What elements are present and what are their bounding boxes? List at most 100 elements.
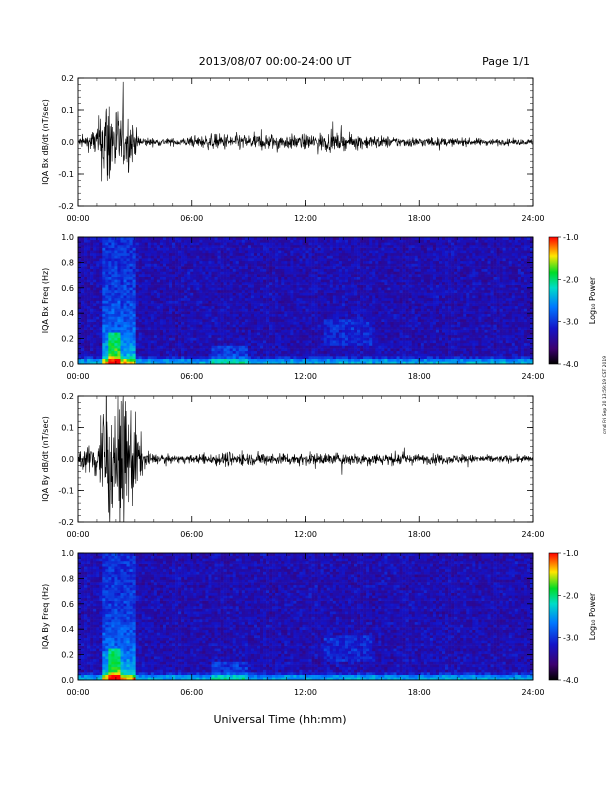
spectrogram-cell: [324, 298, 327, 301]
spectrogram-cell: [442, 319, 445, 322]
spectrogram-cell: [406, 285, 409, 288]
spectrogram-cell: [84, 348, 87, 351]
spectrogram-cell: [384, 338, 387, 341]
spectrogram-cell: [205, 356, 208, 359]
spectrogram-cell: [84, 301, 87, 304]
spectrogram-cell: [503, 311, 506, 314]
spectrogram-cell: [312, 316, 315, 319]
spectrogram-cell: [378, 338, 381, 341]
spectrogram-cell: [96, 324, 99, 327]
spectrogram-cell: [494, 303, 497, 306]
spectrogram-cell: [484, 293, 487, 296]
spectrogram-cell: [202, 285, 205, 288]
spectrogram-cell: [190, 306, 193, 309]
spectrogram-cell: [136, 348, 139, 351]
spectrogram-cell: [87, 338, 90, 341]
spectrogram-cell: [93, 279, 96, 282]
spectrogram-cell: [481, 335, 484, 338]
spectrogram-cell: [527, 351, 530, 354]
spectrogram-cell: [448, 279, 451, 282]
spectrogram-cell: [278, 301, 281, 304]
spectrogram-cell: [494, 319, 497, 322]
spectrogram-cell: [469, 306, 472, 309]
spectrogram-cell: [451, 353, 454, 356]
spectrogram-cell: [318, 353, 321, 356]
spectrogram-cell: [281, 316, 284, 319]
spectrogram-cell: [357, 345, 360, 348]
spectrogram-cell: [178, 353, 181, 356]
spectrogram-cell: [90, 324, 93, 327]
spectrogram-cell: [102, 303, 105, 306]
y-tick-label: 0.2: [61, 74, 74, 83]
spectrogram-cell: [363, 335, 366, 338]
spectrogram-cell: [151, 330, 154, 333]
spectrogram-cell: [360, 290, 363, 293]
spectrogram-cell: [412, 319, 415, 322]
spectrogram-cell: [324, 324, 327, 327]
spectrogram-cell: [215, 314, 218, 317]
spectrogram-cell: [81, 335, 84, 338]
spectrogram-cell: [157, 311, 160, 314]
spectrogram-cell: [333, 319, 336, 322]
spectrogram-cell: [269, 332, 272, 335]
spectrogram-cell: [512, 327, 515, 330]
spectrogram-cell: [375, 345, 378, 348]
spectrogram-cell: [205, 311, 208, 314]
spectrogram-cell: [406, 306, 409, 309]
spectrogram-cell: [448, 293, 451, 296]
spectrogram-cell: [117, 338, 120, 341]
spectrogram-cell: [184, 359, 187, 362]
spectrogram-cell: [400, 282, 403, 285]
spectrogram-cell: [436, 351, 439, 354]
spectrogram-cell: [460, 351, 463, 354]
spectrogram-cell: [114, 306, 117, 309]
spectrogram-cell: [221, 316, 224, 319]
spectrogram-cell: [278, 308, 281, 311]
spectrogram-cell: [518, 353, 521, 356]
spectrogram-cell: [154, 327, 157, 330]
spectrogram-cell: [254, 322, 257, 325]
spectrogram-cell: [108, 348, 111, 351]
spectrogram-cell: [254, 316, 257, 319]
spectrogram-cell: [293, 293, 296, 296]
spectrogram-cell: [518, 319, 521, 322]
spectrogram-cell: [512, 343, 515, 346]
spectrogram-cell: [512, 359, 515, 362]
spectrogram-cell: [512, 324, 515, 327]
spectrogram-cell: [105, 332, 108, 335]
spectrogram-cell: [424, 340, 427, 343]
spectrogram-cell: [236, 316, 239, 319]
spectrogram-cell: [254, 290, 257, 293]
spectrogram-cell: [472, 324, 475, 327]
spectrogram-cell: [366, 356, 369, 359]
spectrogram-cell: [518, 345, 521, 348]
spectrogram-cell: [130, 319, 133, 322]
spectrogram-cell: [108, 330, 111, 333]
spectrogram-cell: [215, 359, 218, 362]
spectrogram-cell: [375, 298, 378, 301]
spectrogram-cell: [272, 335, 275, 338]
spectrogram-cell: [154, 293, 157, 296]
spectrogram-cell: [433, 338, 436, 341]
spectrogram-cell: [233, 285, 236, 288]
spectrogram-cell: [130, 356, 133, 359]
y-tick-label: -0.2: [58, 202, 74, 211]
spectrogram-cell: [330, 359, 333, 362]
spectrogram-cell: [278, 285, 281, 288]
spectrogram-cell: [515, 316, 518, 319]
spectrogram-cell: [339, 343, 342, 346]
spectrogram-cell: [515, 353, 518, 356]
spectrogram-cell: [497, 287, 500, 290]
spectrogram-cell: [442, 359, 445, 362]
spectrogram-cell: [90, 359, 93, 362]
spectrogram-cell: [160, 330, 163, 333]
spectrogram-cell: [117, 290, 120, 293]
spectrogram-cell: [142, 356, 145, 359]
spectrogram-cell: [454, 348, 457, 351]
spectrogram-cell: [506, 290, 509, 293]
spectrogram-cell: [130, 322, 133, 325]
spectrogram-cell: [327, 314, 330, 317]
spectrogram-cell: [336, 290, 339, 293]
spectrogram-cell: [184, 324, 187, 327]
spectrogram-cell: [442, 322, 445, 325]
